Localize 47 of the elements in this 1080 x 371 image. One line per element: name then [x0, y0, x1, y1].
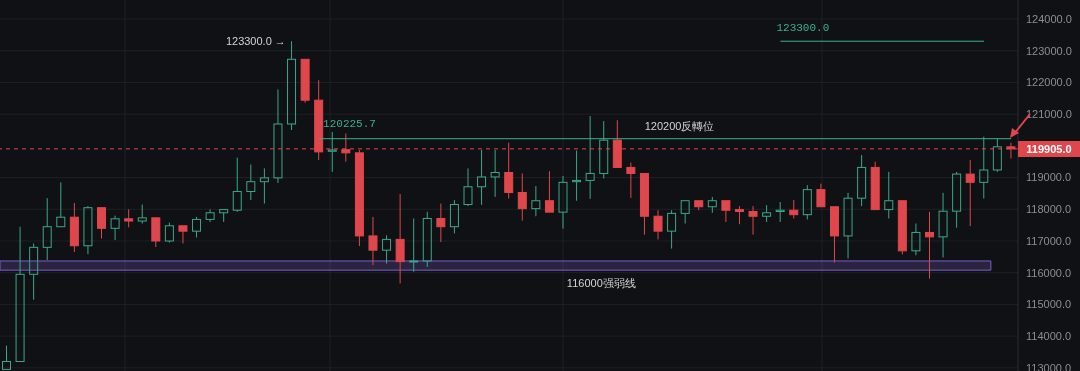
- candlestick: [490, 149, 500, 198]
- y-tick-label: 123000.0: [1026, 44, 1072, 57]
- ref-line-label: 123300.0: [776, 22, 830, 35]
- candlestick: [911, 223, 921, 256]
- candlestick: [558, 175, 568, 230]
- band-label: 116000强弱线: [566, 276, 636, 292]
- candlestick: [463, 167, 473, 207]
- candlestick: [938, 192, 948, 258]
- candlestick: [69, 202, 79, 253]
- candlestick: [517, 172, 527, 222]
- candlestick: [409, 217, 419, 273]
- y-tick-label: 115000.0: [1026, 298, 1072, 311]
- y-tick-label: 121000.0: [1026, 108, 1072, 121]
- candlestick: [843, 192, 853, 259]
- candlestick: [653, 209, 663, 240]
- candlestick: [748, 205, 758, 236]
- candlestick: [368, 216, 378, 266]
- annotation: 120200反轉位: [644, 118, 715, 134]
- y-tick-label: 113000.0: [1026, 361, 1072, 371]
- candlestick: [436, 203, 446, 243]
- candlestick: [395, 193, 405, 284]
- candlestick: [273, 88, 283, 184]
- candlestick: [924, 211, 934, 280]
- candlestick: [531, 185, 541, 217]
- candlestick: [572, 150, 582, 202]
- candlestick: [83, 205, 93, 255]
- candlestick: [667, 209, 677, 250]
- annotation: 123300.0 →: [225, 35, 286, 48]
- ref-line-label: 119905.0: [1018, 140, 1080, 157]
- ref-line-label: 120225.7: [323, 117, 376, 130]
- y-tick-label: 114000.0: [1026, 330, 1072, 343]
- candlestick: [205, 208, 215, 223]
- y-tick-label: 116000.0: [1026, 266, 1072, 279]
- y-tick-label: 122000.0: [1026, 76, 1072, 89]
- y-tick-label: 118000.0: [1026, 203, 1072, 216]
- candlestick: [42, 197, 52, 261]
- candlestick: [382, 234, 392, 265]
- candlestick: [259, 167, 269, 205]
- y-tick-label: 124000.0: [1026, 12, 1072, 25]
- y-tick-label: 119000.0: [1026, 171, 1072, 184]
- candlestick: [477, 149, 487, 206]
- candlestick: [775, 201, 785, 223]
- candlestick: [734, 205, 744, 225]
- y-tick-label: 117000.0: [1026, 234, 1072, 247]
- candlestick: [110, 215, 120, 241]
- candlestick: [965, 159, 975, 227]
- candlestick: [626, 162, 636, 199]
